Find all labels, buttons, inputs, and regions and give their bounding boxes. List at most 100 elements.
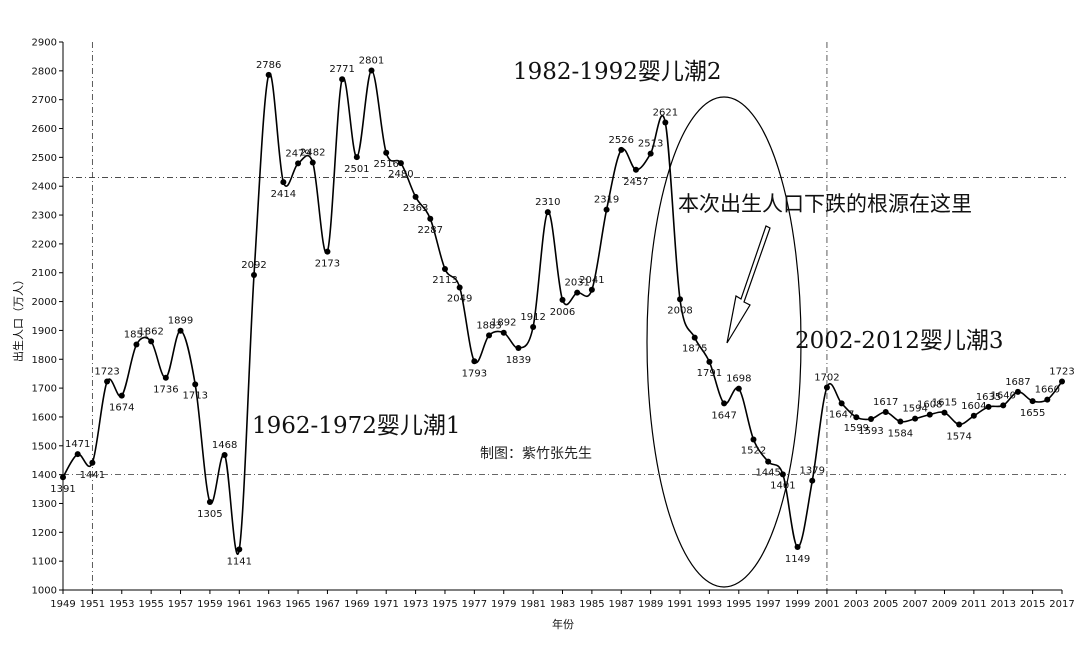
data-label-2005: 1617 bbox=[873, 397, 898, 408]
data-point-1991 bbox=[677, 296, 684, 303]
data-point-1996 bbox=[750, 436, 757, 443]
data-point-1985 bbox=[588, 286, 595, 293]
data-label-1992: 1875 bbox=[682, 344, 707, 355]
x-tick-label: 1995 bbox=[726, 599, 751, 610]
data-label-2011: 1604 bbox=[961, 401, 986, 412]
data-label-1987: 2526 bbox=[609, 135, 634, 146]
data-point-1998 bbox=[779, 471, 786, 478]
data-point-2010 bbox=[956, 421, 963, 428]
data-label-1965: 2479 bbox=[285, 148, 310, 159]
x-tick-label: 2005 bbox=[873, 599, 898, 610]
x-tick-label: 1959 bbox=[197, 599, 222, 610]
data-point-1984 bbox=[574, 289, 581, 296]
data-point-2017 bbox=[1059, 378, 1065, 385]
data-label-1976: 2049 bbox=[447, 293, 472, 304]
data-label-2006: 1584 bbox=[888, 429, 913, 440]
x-tick-label: 1997 bbox=[755, 599, 780, 610]
data-point-2008 bbox=[926, 411, 933, 418]
data-label-1989: 2513 bbox=[638, 139, 663, 150]
data-label-1998: 1401 bbox=[770, 480, 795, 491]
x-tick-label: 2007 bbox=[902, 599, 927, 610]
x-tick-label: 1993 bbox=[697, 599, 722, 610]
data-label-2008: 1608 bbox=[917, 400, 942, 411]
x-tick-label: 1965 bbox=[285, 599, 310, 610]
x-tick-label: 1955 bbox=[138, 599, 163, 610]
data-label-1968: 2771 bbox=[329, 64, 354, 75]
data-point-1995 bbox=[735, 385, 742, 392]
annotation-boom3: 2002-2012婴儿潮3 bbox=[795, 328, 1003, 354]
data-point-1955 bbox=[148, 338, 155, 345]
x-tick-label: 1951 bbox=[80, 599, 105, 610]
data-point-1960 bbox=[221, 452, 228, 459]
data-point-2003 bbox=[853, 414, 860, 421]
data-label-1999: 1149 bbox=[785, 554, 810, 565]
data-point-1958 bbox=[192, 381, 199, 388]
data-point-1988 bbox=[632, 166, 639, 173]
data-point-1953 bbox=[118, 392, 125, 399]
data-point-2007 bbox=[912, 415, 919, 422]
data-point-2016 bbox=[1044, 396, 1051, 403]
x-tick-label: 2013 bbox=[991, 599, 1016, 610]
data-label-1970: 2801 bbox=[359, 56, 384, 67]
data-label-1949: 1391 bbox=[50, 484, 75, 495]
y-axis-title: 出生人口（万人） bbox=[11, 274, 25, 362]
data-point-2012 bbox=[985, 403, 992, 410]
data-point-1986 bbox=[603, 206, 610, 213]
data-point-2013 bbox=[1000, 402, 1007, 409]
x-tick-label: 1987 bbox=[609, 599, 634, 610]
y-tick-label: 2200 bbox=[32, 239, 57, 250]
data-label-1959: 1305 bbox=[197, 509, 222, 520]
data-point-2015 bbox=[1029, 398, 1036, 405]
data-label-1988: 2457 bbox=[623, 177, 648, 188]
data-label-1978: 1883 bbox=[476, 320, 501, 331]
data-point-1974 bbox=[427, 215, 434, 222]
data-label-1996: 1522 bbox=[741, 445, 766, 456]
x-tick-label: 1991 bbox=[667, 599, 692, 610]
data-point-1954 bbox=[133, 341, 140, 348]
data-point-1951 bbox=[89, 459, 96, 466]
y-tick-label: 2900 bbox=[32, 38, 57, 49]
data-label-1963: 2786 bbox=[256, 60, 281, 71]
data-label-1979: 1892 bbox=[491, 318, 516, 329]
data-label-1977: 1793 bbox=[462, 368, 487, 379]
data-point-1990 bbox=[662, 119, 669, 126]
x-tick-label: 1983 bbox=[550, 599, 575, 610]
y-tick-label: 1000 bbox=[32, 586, 57, 597]
arrow-shaft bbox=[726, 225, 771, 344]
data-label-2015: 1655 bbox=[1020, 408, 1045, 419]
annotation-credit: 制图：紫竹张先生 bbox=[480, 446, 592, 462]
data-label-1974: 2287 bbox=[418, 225, 443, 236]
data-point-1962 bbox=[250, 272, 257, 279]
data-point-1999 bbox=[794, 544, 801, 551]
y-tick-label: 1600 bbox=[32, 412, 57, 423]
data-label-2003: 1599 bbox=[844, 423, 869, 434]
y-tick-label: 1300 bbox=[32, 499, 57, 510]
data-label-1971: 2516 bbox=[373, 159, 398, 170]
data-point-2005 bbox=[882, 409, 889, 416]
data-label-1972: 2480 bbox=[388, 169, 413, 180]
data-points bbox=[60, 67, 1065, 553]
data-label-1960: 1468 bbox=[212, 440, 237, 451]
data-label-1990: 2621 bbox=[653, 107, 678, 118]
data-label-1956: 1736 bbox=[153, 385, 178, 396]
data-label-1950: 1471 bbox=[65, 439, 90, 450]
data-label-1966: 2482 bbox=[300, 148, 325, 159]
data-label-1993: 1791 bbox=[697, 368, 722, 379]
data-point-1993 bbox=[706, 358, 713, 365]
annotation-boom2: 1982-1992婴儿潮2 bbox=[513, 59, 721, 85]
data-point-1977 bbox=[471, 358, 478, 365]
data-label-1983: 2006 bbox=[550, 307, 575, 318]
data-label-1982: 2310 bbox=[535, 197, 560, 208]
x-tick-label: 2009 bbox=[932, 599, 957, 610]
data-label-1967: 2173 bbox=[315, 259, 340, 270]
data-label-1985: 2041 bbox=[579, 275, 604, 286]
data-label-1980: 1839 bbox=[506, 355, 531, 366]
data-label-1961: 1141 bbox=[227, 556, 252, 567]
y-tick-label: 1800 bbox=[32, 355, 57, 366]
data-point-1972 bbox=[397, 160, 404, 167]
data-point-1997 bbox=[765, 458, 772, 465]
data-point-1965 bbox=[295, 160, 302, 167]
data-point-1978 bbox=[486, 332, 493, 339]
data-point-1981 bbox=[530, 323, 537, 330]
